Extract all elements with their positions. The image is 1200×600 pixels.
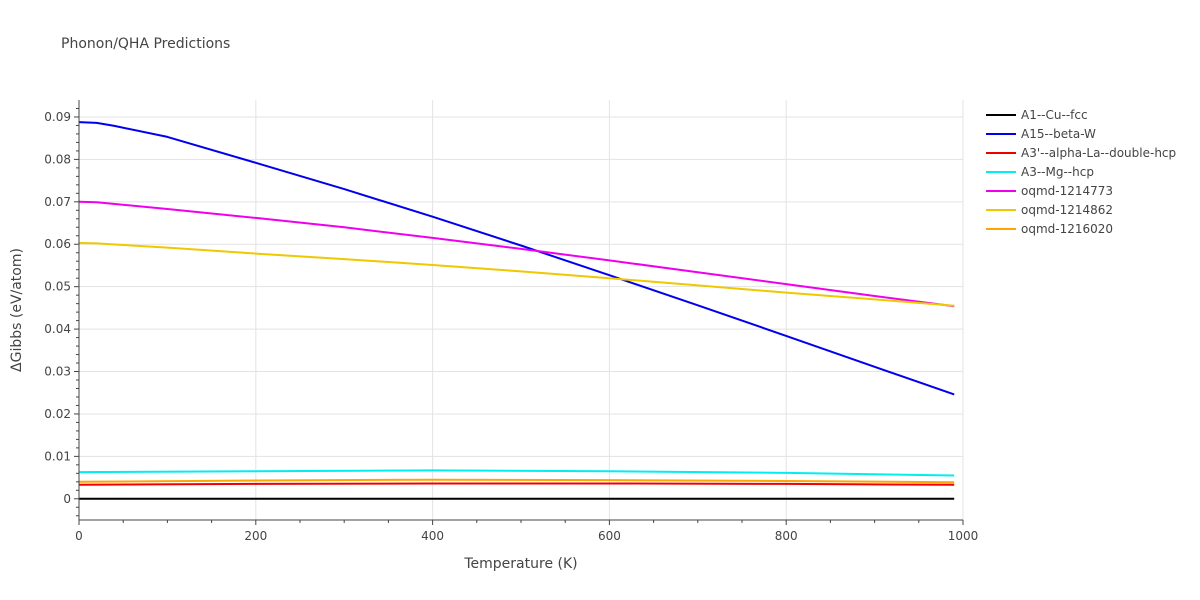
x-tick-label: 400 bbox=[421, 529, 444, 543]
x-tick-label: 1000 bbox=[948, 529, 979, 543]
legend-label: A1--Cu--fcc bbox=[1021, 108, 1088, 122]
y-tick-label: 0.02 bbox=[44, 407, 71, 421]
series-line-5 bbox=[78, 200, 955, 308]
y-tick-label: 0.05 bbox=[44, 280, 71, 294]
y-tick-label: 0.09 bbox=[44, 110, 71, 124]
legend-label: A3--Mg--hcp bbox=[1021, 165, 1094, 179]
legend-label: oqmd-1214862 bbox=[1021, 203, 1113, 217]
legend: A1--Cu--fcc A15--beta-W A3'--alpha-La--dou… bbox=[986, 108, 1176, 236]
grid-layer bbox=[79, 100, 964, 520]
y-tick-label: 0 bbox=[63, 492, 71, 506]
series-line-4 bbox=[78, 469, 955, 477]
x-axis-title: Temperature (K) bbox=[463, 556, 577, 572]
y-tick-label: 0.06 bbox=[44, 237, 71, 251]
y-tick-label: 0.04 bbox=[44, 322, 71, 336]
y-axis-title: ΔGibbs (eV/atom) bbox=[9, 248, 25, 372]
axis-layer: 0 200 400 600 800 1000 0 0.01 0.02 0.03 0.04 0.05 0.… bbox=[44, 100, 978, 543]
series-layer bbox=[78, 121, 955, 500]
y-tick-label: 0.07 bbox=[44, 195, 71, 209]
x-tick-label: 800 bbox=[775, 529, 798, 543]
y-tick-label: 0.01 bbox=[44, 449, 71, 463]
legend-label: oqmd-1216020 bbox=[1021, 222, 1113, 236]
y-tick-label: 0.03 bbox=[44, 365, 71, 379]
series-line-6 bbox=[78, 242, 955, 307]
x-tick-label: 200 bbox=[244, 529, 267, 543]
series-line-2 bbox=[78, 121, 955, 396]
y-tick-label: 0.08 bbox=[44, 152, 71, 166]
legend-label: A15--beta-W bbox=[1021, 127, 1096, 141]
legend-label: A3'--alpha-La--double-hcp bbox=[1021, 146, 1176, 160]
series-line-7 bbox=[78, 478, 955, 484]
chart-title: Phonon/QHA Predictions bbox=[61, 36, 231, 52]
x-tick-label: 600 bbox=[598, 529, 621, 543]
legend-label: oqmd-1214773 bbox=[1021, 184, 1113, 198]
x-tick-label: 0 bbox=[75, 529, 83, 543]
series-line-3 bbox=[78, 482, 955, 486]
